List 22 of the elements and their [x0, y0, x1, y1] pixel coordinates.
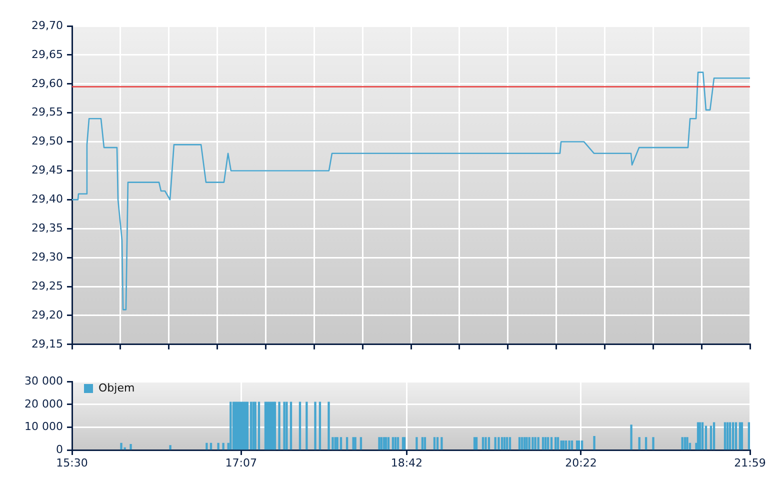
x-tick-label: 18:42 [390, 456, 423, 470]
y-tick-label: 29,55 [32, 106, 63, 119]
y-tick-label: 30 000 [24, 374, 63, 388]
y-tick-label: 29,15 [32, 337, 63, 350]
y-tick-label: 29,60 [32, 76, 63, 90]
y-tick-label: 29,35 [32, 221, 63, 234]
y-tick-label: 29,70 [32, 18, 63, 32]
y-tick-label: 29,30 [32, 250, 63, 264]
y-tick-label: 29,40 [32, 192, 63, 206]
x-tick-label: 20:22 [565, 456, 597, 470]
x-tick-label: 21:59 [734, 456, 766, 470]
y-tick-label: 29,25 [32, 279, 63, 292]
y-tick-label: 20 000 [24, 397, 63, 410]
y-tick-label: 0 [56, 442, 63, 456]
y-tick-label: 29,65 [32, 48, 63, 61]
y-tick-label: 29,20 [32, 308, 63, 322]
y-tick-label: 29,50 [32, 134, 63, 148]
legend-label: Objem [98, 381, 135, 394]
y-tick-label: 10 000 [24, 420, 63, 434]
x-tick-label: 15:30 [56, 456, 88, 470]
x-tick-label: 17:07 [225, 456, 257, 470]
y-tick-label: 29,45 [32, 164, 63, 177]
